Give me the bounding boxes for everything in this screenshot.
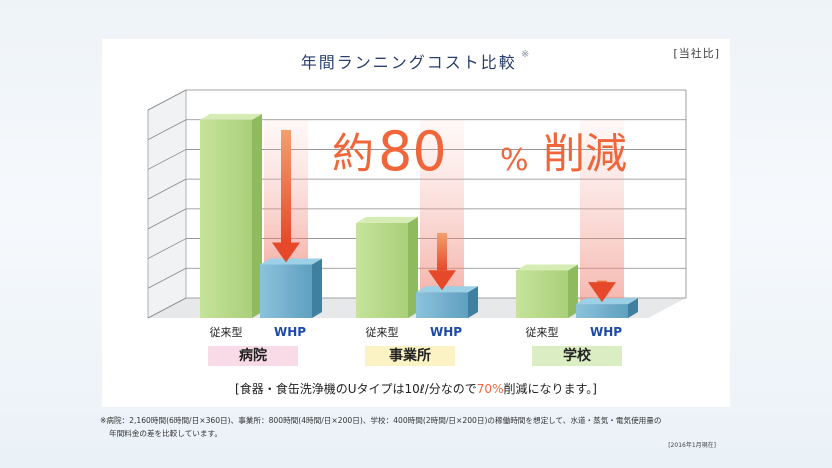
headline-unit: % bbox=[500, 143, 529, 178]
subtitle-highlight: 70% bbox=[476, 382, 504, 396]
subtitle-before: [食器・食缶洗浄機のUタイプは10ℓ/分なので bbox=[235, 382, 477, 396]
bar-top bbox=[200, 113, 262, 120]
arrow-shaft bbox=[437, 232, 447, 271]
bars bbox=[200, 113, 638, 319]
reduction-arrow bbox=[588, 280, 616, 303]
series-label-whp: WHP bbox=[430, 325, 462, 339]
bar-labels: 従来型 WHP 従来型 WHP 従来型 WHP bbox=[210, 325, 623, 339]
bar-conventional-2 bbox=[516, 264, 578, 318]
bar-front bbox=[260, 264, 312, 318]
gridline-diagonal bbox=[147, 208, 187, 230]
bar-front bbox=[200, 119, 252, 319]
subtitle-after: 削減になります。] bbox=[503, 382, 597, 396]
gridline-diagonal bbox=[147, 297, 187, 319]
bar-whp-0 bbox=[260, 120, 322, 318]
bar-side bbox=[468, 286, 478, 318]
side-wall bbox=[147, 89, 187, 319]
bar-conventional-1 bbox=[356, 216, 418, 318]
bar-whp-1 bbox=[416, 120, 478, 318]
bar-side bbox=[628, 298, 638, 318]
bar-top bbox=[416, 286, 478, 293]
bar-side bbox=[312, 258, 322, 318]
footnote: ※病院：2,160時間(6時間/日×360日)、事業所：800時間(4時間/日×… bbox=[100, 414, 740, 440]
bar-front bbox=[416, 292, 468, 318]
date-note: [2016年1月現在] bbox=[668, 442, 716, 449]
gridline-diagonal bbox=[147, 149, 187, 170]
bar-top bbox=[260, 258, 322, 265]
arrow-head bbox=[272, 242, 300, 263]
arrow-head bbox=[588, 282, 616, 303]
gridline-diagonal bbox=[147, 89, 187, 111]
bar-side bbox=[252, 113, 262, 319]
bar-top bbox=[576, 298, 638, 305]
subtitle-note: [食器・食缶洗浄機のUタイプは10ℓ/分なので70%削減になります。] bbox=[102, 380, 730, 397]
bar-top bbox=[356, 216, 418, 223]
series-label-conventional: 従来型 bbox=[526, 325, 559, 339]
category-label-school: 学校 bbox=[532, 346, 622, 366]
headline-prefix: 約 bbox=[332, 129, 374, 178]
arrow-shaft bbox=[597, 280, 607, 283]
arrow-head bbox=[428, 270, 456, 291]
bar-front bbox=[356, 222, 408, 318]
bar-top bbox=[516, 264, 578, 271]
bar-side bbox=[408, 216, 418, 318]
series-label-conventional: 従来型 bbox=[366, 325, 399, 339]
category-label-office: 事業所 bbox=[365, 346, 455, 366]
series-label-conventional: 従来型 bbox=[210, 325, 243, 339]
bar-front bbox=[516, 270, 568, 318]
series-label-whp: WHP bbox=[274, 325, 306, 339]
reduction-arrow bbox=[272, 129, 300, 263]
source-label: [当社比] bbox=[673, 47, 720, 60]
category-label-hospital: 病院 bbox=[208, 346, 298, 366]
chart-title: 年間ランニングコスト比較 ※ bbox=[102, 49, 730, 73]
reduction-glow bbox=[580, 120, 624, 305]
title-text: 年間ランニングコスト比較 bbox=[300, 53, 517, 72]
arrow-shaft bbox=[281, 129, 291, 243]
gridline-diagonal bbox=[147, 178, 187, 200]
bar-whp-2 bbox=[576, 120, 638, 318]
headline-text: 約 80 % 削減 bbox=[332, 120, 627, 183]
reduction-arrow bbox=[428, 232, 456, 291]
gridline-diagonal bbox=[147, 119, 187, 141]
headline-number: 80 bbox=[378, 120, 447, 183]
headline-suffix: 削減 bbox=[543, 129, 627, 178]
bar-side bbox=[568, 264, 578, 318]
series-label-whp: WHP bbox=[590, 325, 622, 339]
bar-conventional-0 bbox=[200, 113, 262, 319]
title-footnote-mark: ※ bbox=[520, 49, 532, 60]
footnote-line-1: ※病院：2,160時間(6時間/日×360日)、事業所：800時間(4時間/日×… bbox=[100, 416, 662, 425]
bar-front bbox=[576, 304, 628, 318]
footnote-line-2: 年間料金の差を比較しています。 bbox=[109, 429, 222, 438]
gridline-diagonal bbox=[147, 267, 187, 289]
gridline-diagonal bbox=[147, 238, 187, 259]
